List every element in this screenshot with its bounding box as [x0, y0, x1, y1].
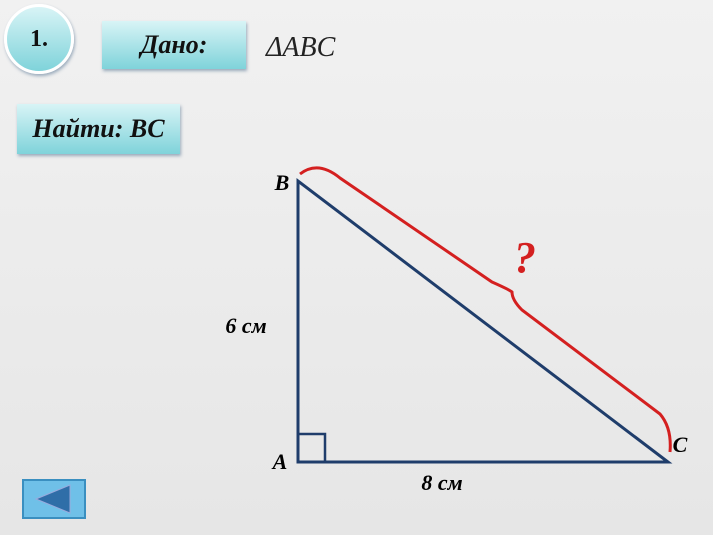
vertex-label: B	[274, 170, 290, 195]
given-value: ΔABC	[266, 32, 336, 63]
back-button-bg[interactable]	[22, 479, 86, 519]
side-label: 6 см	[225, 313, 266, 338]
given-label: Дано:	[102, 21, 246, 69]
back-arrow[interactable]	[34, 484, 71, 514]
side-label: 8 см	[421, 470, 462, 495]
number-badge: 1.	[4, 4, 74, 74]
unknown-mark: ?	[514, 233, 536, 282]
brace	[299, 166, 672, 453]
vertex-label: C	[673, 432, 688, 457]
right-angle	[298, 432, 327, 462]
vertex-label: A	[271, 449, 288, 474]
back-button[interactable]	[22, 479, 86, 519]
triangle	[296, 177, 673, 464]
find-label: Найти: BC	[17, 104, 180, 154]
